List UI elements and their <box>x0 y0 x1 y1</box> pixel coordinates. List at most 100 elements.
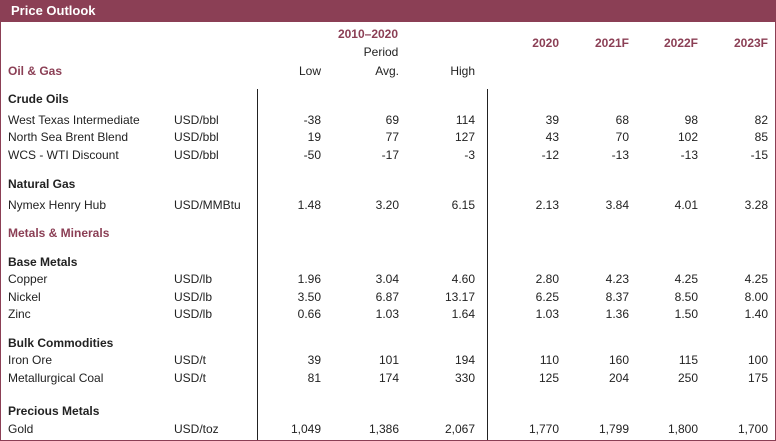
column-header: High <box>450 64 475 78</box>
title: Price Outlook <box>11 3 96 18</box>
column-header: 2023F <box>733 36 768 50</box>
cell-value: 6.15 <box>451 198 475 212</box>
unit: USD/bbl <box>174 113 219 127</box>
unit: USD/toz <box>174 422 219 436</box>
cell-value: 1.40 <box>744 307 768 321</box>
divider <box>257 89 258 440</box>
cell-value: -38 <box>303 113 321 127</box>
group-heading: Natural Gas <box>8 177 76 191</box>
cell-value: 8.37 <box>605 290 629 304</box>
row-label: WCS - WTI Discount <box>8 148 119 162</box>
cell-value: 160 <box>608 353 629 367</box>
period-label: 2010–2020 <box>337 27 399 41</box>
cell-value: -50 <box>303 148 321 162</box>
cell-value: 125 <box>538 371 559 385</box>
cell-value: 110 <box>539 353 559 367</box>
cell-value: -17 <box>381 148 399 162</box>
cell-value: 330 <box>454 371 475 385</box>
unit: USD/lb <box>174 307 213 321</box>
unit: USD/t <box>174 371 207 385</box>
group-heading: Bulk Commodities <box>8 336 114 350</box>
cell-value: 82 <box>754 113 768 127</box>
row-label: Copper <box>8 272 48 286</box>
cell-value: -13 <box>611 148 629 162</box>
cell-value: 4.25 <box>674 272 698 286</box>
cell-value: -12 <box>541 148 559 162</box>
cell-value: 69 <box>385 113 399 127</box>
cell-value: -3 <box>464 148 475 162</box>
cell-value: 6.25 <box>535 290 559 304</box>
column-header: 2022F <box>663 36 698 50</box>
cell-value: 43 <box>545 130 559 144</box>
cell-value: 70 <box>615 130 629 144</box>
cell-value: 68 <box>615 113 629 127</box>
cell-value: 85 <box>754 130 768 144</box>
cell-value: 1,386 <box>368 422 399 436</box>
cell-value: 77 <box>385 130 399 144</box>
column-header: 2021F <box>594 36 629 50</box>
unit: USD/bbl <box>174 130 219 144</box>
cell-value: 4.01 <box>674 198 698 212</box>
cell-value: 3.84 <box>605 198 629 212</box>
cell-value: 8.00 <box>744 290 768 304</box>
section-heading: Oil & Gas <box>8 64 63 78</box>
unit: USD/MMBtu <box>174 198 241 212</box>
cell-value: 175 <box>747 371 768 385</box>
row-label: North Sea Brent Blend <box>8 130 129 144</box>
cell-value: 1.48 <box>297 198 321 212</box>
row-label: Nickel <box>8 290 41 304</box>
cell-value: 2.13 <box>535 198 559 212</box>
row-label: Metallurgical Coal <box>8 371 104 385</box>
cell-value: 13.17 <box>444 290 475 304</box>
column-header: Avg. <box>375 64 399 78</box>
group-heading: Precious Metals <box>8 404 100 418</box>
cell-value: 3.50 <box>297 290 321 304</box>
cell-value: 3.04 <box>375 272 399 286</box>
cell-value: 1.64 <box>451 307 475 321</box>
cell-value: 19 <box>307 130 321 144</box>
cell-value: 81 <box>307 371 321 385</box>
cell-value: 101 <box>378 353 399 367</box>
group-heading: Crude Oils <box>8 92 69 106</box>
cell-value: 0.66 <box>297 307 321 321</box>
cell-value: 4.23 <box>605 272 629 286</box>
cell-value: 114 <box>455 113 475 127</box>
unit: USD/lb <box>174 290 213 304</box>
row-label: Zinc <box>8 307 31 321</box>
cell-value: 4.25 <box>744 272 768 286</box>
cell-value: 100 <box>747 353 768 367</box>
cell-value: 174 <box>378 371 399 385</box>
period-sublabel: Period <box>363 45 399 59</box>
cell-value: 2,067 <box>444 422 475 436</box>
cell-value: 127 <box>454 130 475 144</box>
row-label: Iron Ore <box>8 353 53 367</box>
column-header: Low <box>298 64 321 78</box>
cell-value: 1.50 <box>674 307 698 321</box>
unit: USD/bbl <box>174 148 219 162</box>
cell-value: 4.60 <box>451 272 475 286</box>
cell-value: 8.50 <box>674 290 698 304</box>
cell-value: 98 <box>684 113 698 127</box>
cell-value: 1.03 <box>375 307 399 321</box>
group-heading: Base Metals <box>8 255 78 269</box>
cell-value: 1.36 <box>605 307 629 321</box>
cell-value: 1.03 <box>535 307 559 321</box>
cell-value: 6.87 <box>375 290 399 304</box>
cell-value: 1,800 <box>667 422 698 436</box>
unit: USD/lb <box>174 272 213 286</box>
unit: USD/t <box>174 353 207 367</box>
cell-value: 39 <box>545 113 559 127</box>
cell-value: 1,770 <box>528 422 559 436</box>
cell-value: -15 <box>750 148 768 162</box>
cell-value: 3.20 <box>375 198 399 212</box>
cell-value: 250 <box>677 371 698 385</box>
cell-value: 39 <box>307 353 321 367</box>
cell-value: -13 <box>680 148 698 162</box>
column-header: 2020 <box>532 36 559 50</box>
cell-value: 102 <box>677 130 698 144</box>
cell-value: 2.80 <box>535 272 559 286</box>
cell-value: 1,049 <box>290 422 321 436</box>
cell-value: 204 <box>608 371 629 385</box>
row-label: Nymex Henry Hub <box>8 198 107 212</box>
